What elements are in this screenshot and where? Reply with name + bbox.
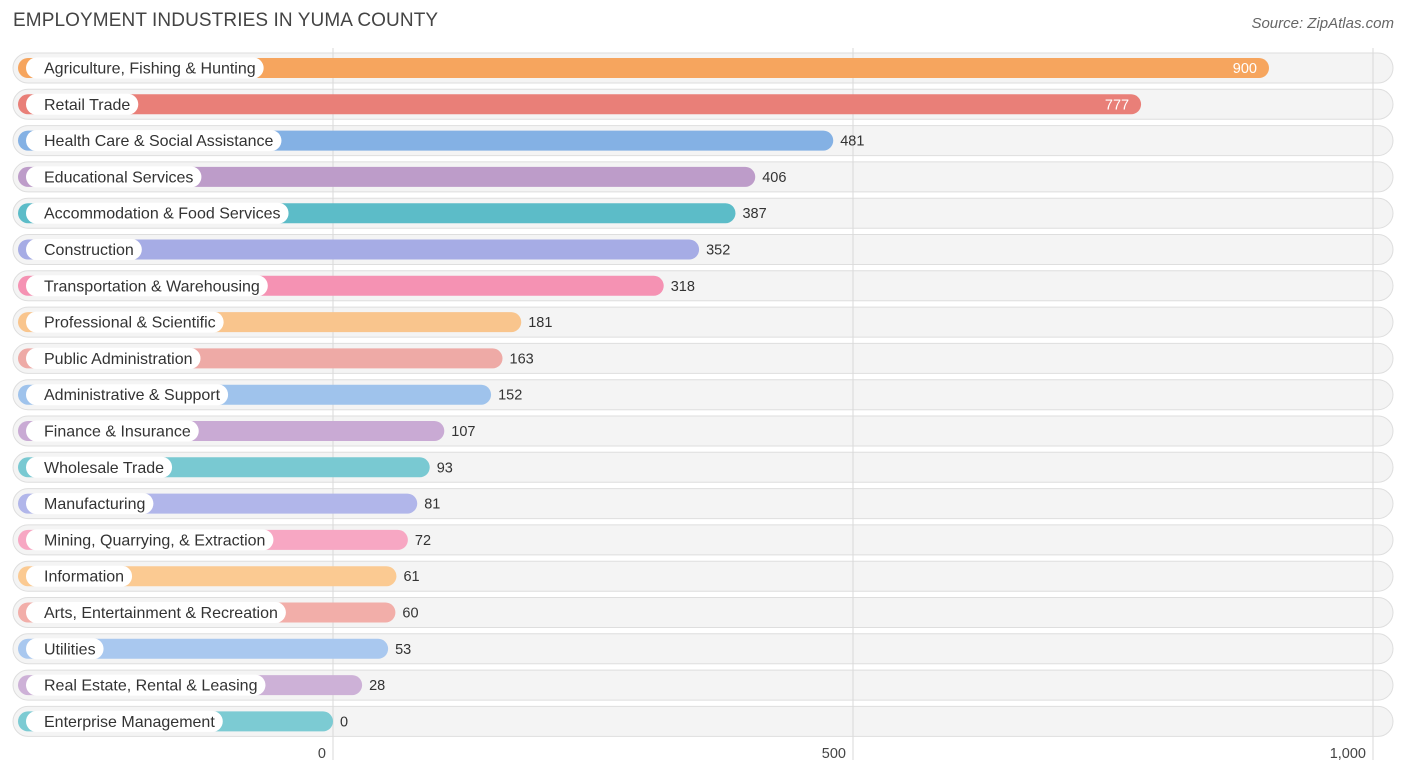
value-label: 777 bbox=[1105, 97, 1129, 113]
value-label: 152 bbox=[498, 388, 522, 404]
value-label: 53 bbox=[395, 642, 411, 658]
value-label: 61 bbox=[403, 569, 419, 585]
value-label: 387 bbox=[742, 206, 766, 222]
category-label: Arts, Entertainment & Recreation bbox=[44, 605, 278, 622]
value-label: 900 bbox=[1233, 61, 1257, 77]
category-label: Educational Services bbox=[44, 169, 193, 186]
value-label: 0 bbox=[340, 714, 348, 730]
category-label: Public Administration bbox=[44, 351, 193, 368]
category-label-pill bbox=[26, 57, 264, 79]
category-label-pill bbox=[26, 674, 266, 696]
bar bbox=[18, 58, 1269, 78]
category-label-pill bbox=[26, 456, 173, 478]
category-label-pill bbox=[26, 275, 268, 297]
category-label-pill bbox=[26, 93, 139, 115]
category-label-pill bbox=[26, 311, 224, 333]
category-label: Mining, Quarrying, & Extraction bbox=[44, 532, 265, 549]
value-label: 318 bbox=[671, 279, 695, 295]
category-label-pill bbox=[26, 565, 133, 587]
category-label: Accommodation & Food Services bbox=[44, 206, 281, 223]
category-label-pill bbox=[26, 239, 142, 260]
x-tick-label: 1,000 bbox=[1330, 746, 1366, 762]
category-label: Wholesale Trade bbox=[44, 460, 164, 477]
category-label: Real Estate, Rental & Leasing bbox=[44, 678, 257, 695]
category-label: Administrative & Support bbox=[44, 387, 221, 404]
value-label: 406 bbox=[762, 170, 786, 186]
value-label: 181 bbox=[528, 315, 552, 331]
category-label-pill bbox=[26, 493, 154, 515]
bar bbox=[18, 166, 756, 187]
value-label: 81 bbox=[424, 497, 440, 513]
bar bbox=[18, 94, 1142, 115]
chart-title: EMPLOYMENT INDUSTRIES IN YUMA COUNTY bbox=[13, 10, 439, 31]
category-label: Construction bbox=[44, 242, 134, 259]
category-label: Agriculture, Fishing & Hunting bbox=[44, 61, 256, 78]
category-label: Utilities bbox=[44, 641, 96, 658]
value-label: 72 bbox=[415, 533, 431, 549]
category-label-pill bbox=[26, 638, 104, 660]
value-label: 481 bbox=[840, 134, 864, 150]
value-label: 28 bbox=[369, 678, 385, 694]
value-label: 60 bbox=[402, 606, 418, 622]
bar bbox=[18, 638, 389, 659]
category-label: Information bbox=[44, 569, 124, 586]
category-label: Professional & Scientific bbox=[44, 315, 216, 332]
x-tick-label: 500 bbox=[822, 746, 846, 762]
category-label: Enterprise Management bbox=[44, 714, 215, 731]
value-label: 107 bbox=[451, 424, 475, 440]
category-label-pill bbox=[26, 529, 274, 551]
bar bbox=[18, 239, 700, 260]
row-track bbox=[12, 705, 1394, 737]
x-tick-label: 0 bbox=[318, 746, 326, 762]
category-label-pill bbox=[26, 347, 201, 369]
category-label-pill bbox=[26, 202, 289, 224]
category-label-pill bbox=[26, 710, 223, 732]
category-label-pill bbox=[26, 602, 286, 623]
category-label: Health Care & Social Assistance bbox=[44, 133, 274, 150]
category-label-pill bbox=[26, 384, 229, 406]
category-label-pill bbox=[26, 166, 202, 188]
category-label-pill bbox=[26, 420, 199, 442]
value-label: 352 bbox=[706, 243, 730, 259]
category-label: Transportation & Warehousing bbox=[44, 278, 260, 295]
category-label: Finance & Insurance bbox=[44, 424, 191, 441]
source-note: Source: ZipAtlas.com bbox=[1251, 15, 1394, 32]
category-label: Retail Trade bbox=[44, 97, 130, 114]
category-label-pill bbox=[26, 130, 282, 152]
category-label: Manufacturing bbox=[44, 496, 145, 513]
value-label: 163 bbox=[510, 351, 534, 367]
value-label: 93 bbox=[437, 460, 453, 476]
